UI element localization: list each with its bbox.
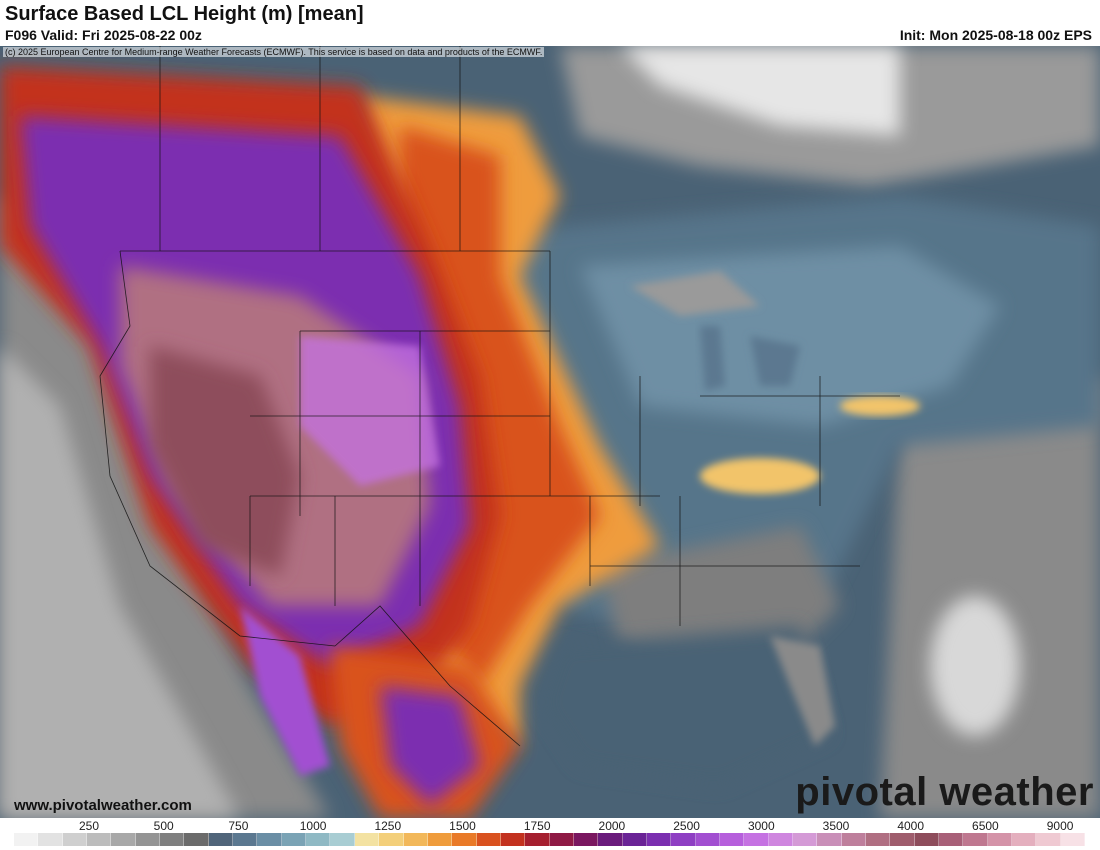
legend-swatch xyxy=(62,833,88,846)
brand-logo: pivotal weather xyxy=(795,770,1094,814)
legend-tick-label: 1500 xyxy=(449,819,476,833)
legend-swatch xyxy=(963,833,988,846)
valid-time: F096 Valid: Fri 2025-08-22 00z xyxy=(5,27,202,43)
legend-swatch xyxy=(38,833,63,846)
legend-swatch xyxy=(208,833,234,846)
site-url: www.pivotalweather.com xyxy=(14,797,192,814)
legend-swatch xyxy=(573,833,599,846)
legend-swatch xyxy=(500,833,526,846)
legend-swatch xyxy=(841,833,867,846)
legend-swatch xyxy=(111,833,136,846)
legend-swatch xyxy=(622,833,647,846)
legend-swatch xyxy=(403,833,428,846)
weather-map: (c) 2025 European Centre for Medium-rang… xyxy=(0,46,1100,818)
legend-tick-label: 1250 xyxy=(374,819,402,833)
copyright-notice: (c) 2025 European Centre for Medium-rang… xyxy=(3,47,545,57)
legend-tick-label: 2000 xyxy=(598,819,626,833)
legend-tick-label: 750 xyxy=(228,819,249,833)
map-title: Surface Based LCL Height (m) [mean] xyxy=(5,3,364,25)
legend-tick-label: 2500 xyxy=(673,819,700,833)
legend-tick-label: 1000 xyxy=(299,819,327,833)
legend-swatch xyxy=(866,833,891,846)
legend-swatch xyxy=(281,833,307,846)
legend-tick-label: 4000 xyxy=(897,819,925,833)
legend-swatch xyxy=(476,833,501,846)
legend-swatch xyxy=(87,833,112,846)
legend-swatch xyxy=(744,833,769,846)
legend-swatch xyxy=(354,833,380,846)
legend-swatch xyxy=(135,833,161,846)
legend-swatch xyxy=(233,833,258,846)
legend-swatch xyxy=(598,833,623,846)
map-field xyxy=(0,46,1100,818)
legend-swatch xyxy=(890,833,915,846)
legend-swatch xyxy=(306,833,331,846)
legend-swatch xyxy=(987,833,1013,846)
legend-tick-label: 9000 xyxy=(1046,819,1074,833)
legend-swatch xyxy=(939,833,964,846)
legend-swatch xyxy=(719,833,745,846)
legend-tick-label: 1750 xyxy=(523,819,551,833)
legend-colorbar xyxy=(14,833,1086,846)
legend-swatch xyxy=(452,833,477,846)
legend-swatch xyxy=(14,833,39,846)
legend-swatch xyxy=(1012,833,1037,846)
legend-swatch xyxy=(695,833,720,846)
legend-swatch xyxy=(1060,833,1086,846)
legend-swatch xyxy=(768,833,793,846)
legend-swatch xyxy=(793,833,818,846)
legend-swatch xyxy=(549,833,574,846)
legend-tick-label: 250 xyxy=(78,819,100,833)
legend-swatch xyxy=(914,833,940,846)
legend-swatch xyxy=(671,833,696,846)
legend-swatch xyxy=(257,833,282,846)
legend-swatch xyxy=(646,833,672,846)
legend-swatch xyxy=(817,833,842,846)
legend-swatch xyxy=(525,833,550,846)
legend-swatch xyxy=(160,833,185,846)
init-time: Init: Mon 2025-08-18 00z EPS xyxy=(899,27,1092,43)
legend-tick-label: 3500 xyxy=(822,819,850,833)
legend-swatch xyxy=(330,833,355,846)
legend-tick-label: 6500 xyxy=(972,819,999,833)
legend-swatch xyxy=(379,833,404,846)
header: Surface Based LCL Height (m) [mean] F096… xyxy=(0,0,1100,46)
legend-tick-label: 500 xyxy=(153,819,174,833)
color-legend: 250 500 750 1000 1250 1500 1750 2000 2500 3000 350… xyxy=(0,818,1100,850)
legend-swatch xyxy=(1036,833,1061,846)
legend-swatch xyxy=(427,833,453,846)
legend-swatch xyxy=(184,833,209,846)
legend-tick-label: 3000 xyxy=(747,819,775,833)
